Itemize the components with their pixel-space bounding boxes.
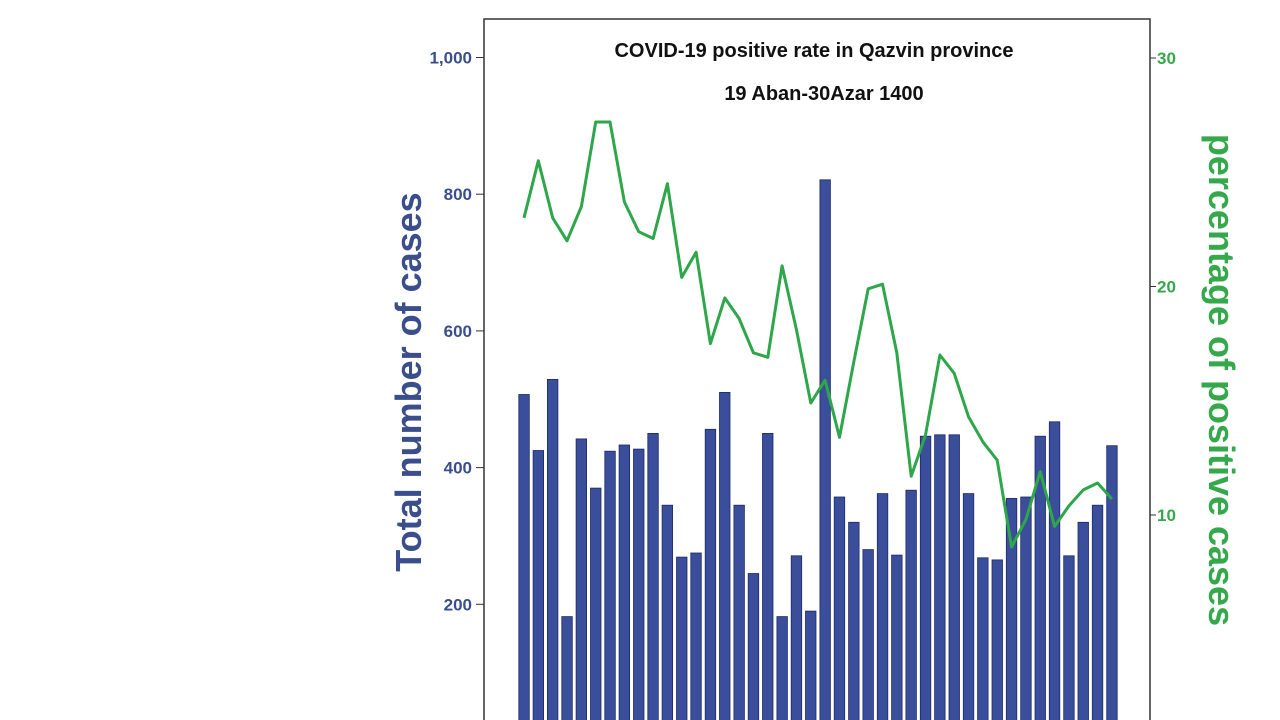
- left-tick-label-400: 400: [444, 459, 472, 478]
- bar-15: [719, 391, 731, 720]
- left-tick-label-1000: 1,000: [429, 49, 472, 68]
- bar-40: [1077, 521, 1089, 720]
- right-tick-label-30: 30: [1157, 49, 1176, 68]
- bar-23: [833, 496, 846, 720]
- bar-14: [704, 428, 717, 720]
- bar-17: [747, 573, 760, 720]
- bar-37: [1034, 435, 1046, 720]
- bar-30: [934, 434, 946, 720]
- bar-38: [1048, 421, 1061, 720]
- bar-41: [1091, 504, 1104, 720]
- bar-19: [776, 616, 788, 720]
- bar-34: [991, 559, 1003, 720]
- bar-28: [905, 489, 917, 720]
- right-axis: 10 20 30: [1150, 49, 1176, 525]
- bar-5: [575, 438, 587, 720]
- bar-3: [547, 378, 559, 720]
- bar-10: [647, 432, 659, 720]
- bar-24: [848, 521, 860, 720]
- chart-subtitle: 19 Aban-30Azar 1400: [724, 83, 923, 105]
- bar-12: [676, 556, 688, 720]
- left-tick-label-600: 600: [444, 322, 472, 341]
- bar-27: [891, 554, 903, 720]
- chart-title: COVID-19 positive rate in Qazvin provinc…: [614, 40, 1013, 62]
- y-axis-label-right: percentage of positive cases: [1201, 134, 1242, 626]
- right-tick-label-20: 20: [1157, 278, 1176, 297]
- bar-8: [618, 444, 630, 720]
- bar-29: [919, 435, 932, 720]
- bar-16: [733, 504, 745, 720]
- bar-32: [962, 493, 975, 720]
- right-tick-label-10: 10: [1157, 506, 1176, 525]
- bar-21: [805, 610, 817, 720]
- bar-20: [790, 555, 803, 720]
- bar-39: [1063, 555, 1075, 720]
- left-axis: 200 400 600 800 1,000: [429, 49, 484, 614]
- bar-35: [1005, 497, 1018, 720]
- bar-26: [876, 493, 889, 720]
- bar-33: [977, 557, 989, 720]
- bar-11: [661, 504, 673, 720]
- left-tick-label-800: 800: [444, 185, 472, 204]
- bar-4: [561, 616, 573, 720]
- bar-36: [1020, 496, 1032, 720]
- bar-7: [604, 450, 616, 720]
- bar-9: [633, 448, 645, 720]
- bar-42: [1106, 445, 1118, 720]
- bar-6: [590, 487, 602, 720]
- bar-13: [690, 552, 702, 720]
- bar-31: [948, 434, 960, 720]
- bar-25: [862, 549, 874, 720]
- bars-group: [518, 179, 1118, 720]
- y-axis-label-left: Total number of cases: [388, 192, 429, 571]
- series-line-positive-rate: [522, 120, 1114, 549]
- bar-1: [518, 394, 530, 720]
- bar-2: [532, 450, 544, 720]
- bar-18: [762, 432, 774, 720]
- bar-22: [819, 179, 831, 720]
- left-tick-label-200: 200: [444, 595, 472, 614]
- plot-frame: [483, 18, 1151, 720]
